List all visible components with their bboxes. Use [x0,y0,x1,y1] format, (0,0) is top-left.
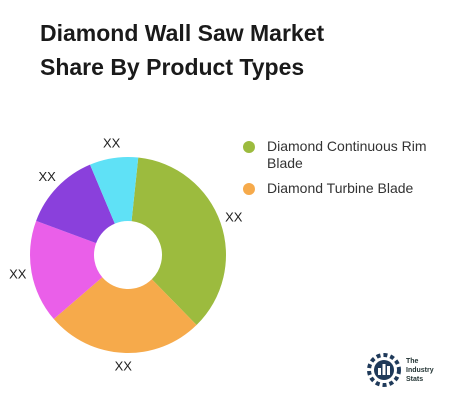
legend: Diamond Continuous Rim Blade Diamond Turb… [243,138,450,205]
logo: The Industry Stats [366,352,434,388]
slice [131,157,226,326]
slice [90,157,139,224]
legend-label: Diamond Continuous Rim Blade [267,138,427,171]
slice [30,220,103,320]
slice [53,277,197,353]
data-label: XX [225,210,243,225]
logo-line: Industry [406,366,434,374]
data-label: XX [115,358,133,373]
legend-label: Diamond Turbine Blade [267,180,414,196]
logo-line: Stats [406,375,424,383]
data-label: XX [9,266,27,281]
slice [36,164,115,244]
logo-line: The [406,357,419,365]
data-label: XX [38,169,56,184]
logo-text: The Industry Stats [406,357,434,384]
data-label: XX [103,136,121,151]
legend-item: Diamond Turbine Blade [243,180,450,197]
chart-title: Diamond Wall Saw Market Share By Product… [40,20,325,80]
legend-marker [243,183,255,195]
logo-icon [367,353,401,387]
legend-marker [243,141,255,153]
legend-item: Diamond Continuous Rim Blade [243,138,450,172]
